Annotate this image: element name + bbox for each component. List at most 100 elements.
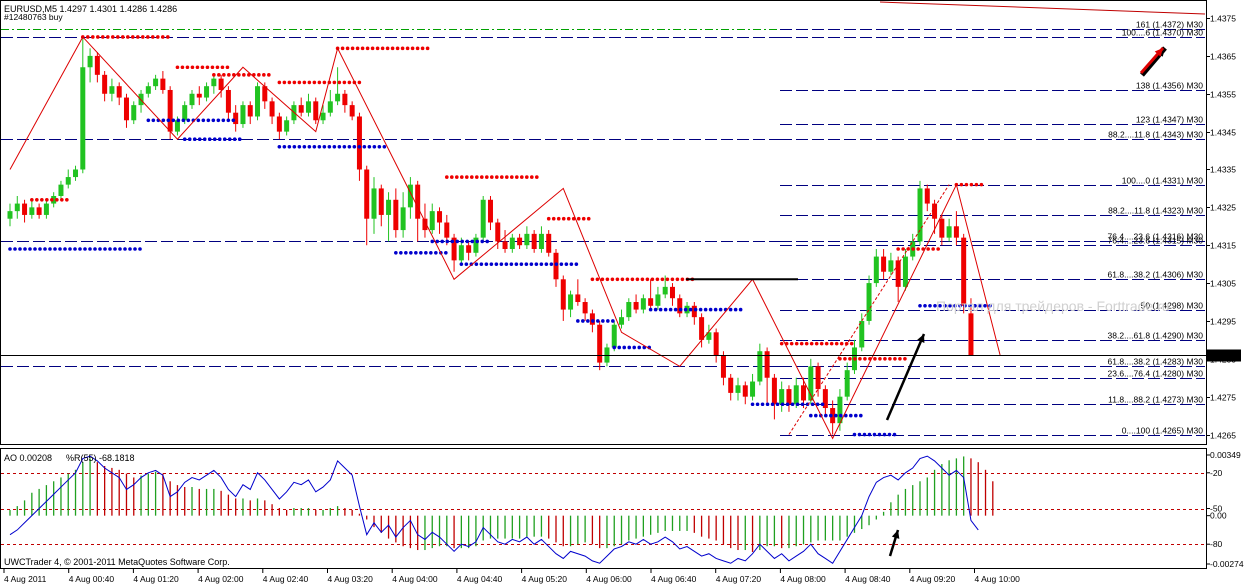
channel-line [788,184,950,435]
candle [313,97,319,125]
fractal-support [161,118,166,123]
time-tick-label: 4 Aug 02:00 [198,574,244,584]
fractal-support [504,262,509,266]
fractal-support [564,262,569,266]
fractal-support [222,137,227,142]
fractal-support [367,144,372,149]
fractal-support [63,247,67,251]
fractal-support [128,247,132,251]
candle [582,298,588,321]
candle [822,385,828,416]
fractal-support [18,247,22,251]
candle [327,89,333,117]
fractal-support [352,144,357,149]
fractal-support [8,247,12,251]
fib-level-label: 138 (1.4356) M30 [1136,81,1203,91]
candle-body [240,105,246,125]
candle [509,233,515,253]
candle [22,199,28,223]
candle-body [298,105,304,113]
candle [793,377,799,409]
fib-level-label: 100....6 (1.4370) M30 [1122,28,1204,38]
up-arrow-icon [885,333,926,421]
candle-body [356,116,362,170]
candle-body [560,279,566,310]
candle [298,97,304,117]
fractal-support [973,303,977,308]
fractal-resistance [347,80,352,85]
time-tick-label: 4 Aug 2011 [4,574,47,584]
candle-body [589,313,595,325]
fractal-support [181,118,186,123]
candle-body [218,78,224,90]
candle-body [480,199,486,238]
fractal-support [569,262,574,266]
fractal-resistance [450,175,454,179]
candle [808,358,814,405]
fractal-resistance [789,341,794,346]
fractal-support [586,319,590,323]
fractal-support [622,345,627,350]
fractal-resistance [126,35,130,39]
fractal-resistance [525,175,529,179]
candle [517,233,523,250]
fractal-resistance [546,216,551,221]
fractal-support [529,262,534,266]
fractal-support [444,250,448,255]
candle [924,184,930,212]
fractal-support [485,239,490,244]
fractal-support [775,402,780,407]
fractal-support [601,319,605,323]
fractal-support [48,247,52,251]
fractal-resistance [322,80,327,85]
candle [546,230,552,257]
time-tick-label: 4 Aug 09:20 [910,574,956,584]
fractal-resistance [979,182,984,187]
candle-body [822,389,828,409]
fractal-support [342,144,347,149]
time-tick-label: 4 Aug 08:40 [845,574,891,584]
fractal-support [637,345,642,350]
candle-body [386,199,392,215]
fractal-support [372,144,377,149]
fractal-resistance [215,65,220,70]
candle [14,195,20,219]
fractal-resistance [916,247,920,251]
fractal-support [755,402,760,407]
candle [342,89,348,113]
fractal-support [938,303,942,308]
fractal-support [815,402,820,407]
fib-level-label: 100....0 (1.4331) M30 [1122,176,1204,186]
fractal-resistance [317,80,322,85]
candle [626,298,632,321]
fractal-support [857,432,862,437]
fractal-support [108,247,112,251]
fractal-support [484,262,489,266]
fractal-resistance [375,46,380,51]
fractal-support [464,262,469,266]
candle-body [844,370,850,397]
candle [400,192,406,238]
candle [218,74,224,98]
candle [691,302,697,325]
fractal-support [988,303,992,308]
candle-body [123,97,129,121]
candle [728,373,734,401]
candle-body [619,317,625,325]
trend-line [879,1,1206,15]
time-tick-label: 4 Aug 04:00 [392,574,438,584]
fractal-resistance [30,197,34,202]
candle-body [953,226,959,238]
candle-body [524,233,530,246]
fractal-resistance [222,73,226,77]
fractal-resistance [365,46,370,51]
copyright: UWCTrader 4, © 2001-2011 MetaQuotes Soft… [4,557,230,567]
candle-body [189,93,195,106]
candle [786,385,792,412]
fractal-resistance [635,277,640,282]
price-tick-label: 1.4325 [1210,203,1236,213]
candle-body [378,188,384,215]
fractal-support [887,432,892,437]
fractal-support [302,144,307,149]
